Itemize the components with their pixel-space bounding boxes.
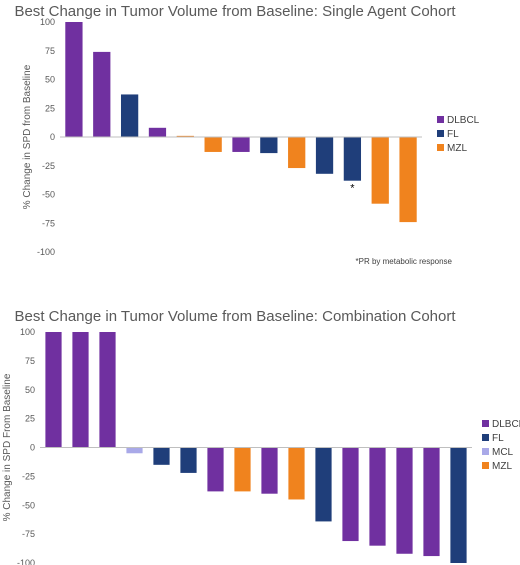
y-tick-label: 100 bbox=[20, 327, 35, 337]
bar bbox=[342, 447, 359, 542]
y-tick-label: 50 bbox=[25, 385, 35, 395]
bar bbox=[260, 137, 278, 154]
legend-swatch bbox=[437, 144, 444, 151]
y-tick-label: -25 bbox=[42, 161, 55, 171]
bar bbox=[72, 332, 89, 448]
legend-swatch bbox=[437, 130, 444, 137]
bar bbox=[153, 447, 170, 465]
bar bbox=[396, 447, 413, 554]
bar bbox=[315, 137, 334, 174]
bar bbox=[234, 447, 251, 492]
chart-title: Best Change in Tumor Volume from Baselin… bbox=[14, 3, 456, 20]
bar bbox=[207, 447, 224, 492]
y-tick-label: 0 bbox=[30, 443, 35, 453]
legend-swatch bbox=[482, 448, 489, 455]
bar bbox=[45, 332, 62, 448]
legend-label: MZL bbox=[492, 461, 512, 472]
bar bbox=[99, 332, 116, 448]
y-tick-label: 75 bbox=[25, 356, 35, 366]
bar bbox=[232, 137, 250, 152]
y-axis-label: % Change in SPD From Baseline bbox=[2, 373, 13, 521]
bar bbox=[120, 94, 139, 137]
bar bbox=[176, 135, 194, 137]
y-tick-label: -75 bbox=[42, 218, 55, 228]
y-tick-label: -50 bbox=[22, 500, 35, 510]
combination-chart: Best Change in Tumor Volume from Baselin… bbox=[0, 300, 520, 565]
bar bbox=[204, 137, 222, 152]
single-agent-plot: 100 75 50 25 0 -25 -50 -75 -100 % Change in SPD f… bbox=[22, 17, 480, 266]
bar bbox=[343, 137, 362, 181]
bar bbox=[126, 447, 143, 454]
legend-label: FL bbox=[492, 433, 504, 444]
bar bbox=[93, 51, 111, 137]
y-tick-label: 25 bbox=[45, 103, 55, 113]
y-tick-label: 75 bbox=[45, 46, 55, 56]
bar bbox=[423, 447, 440, 557]
single-agent-chart: Best Change in Tumor Volume from Baselin… bbox=[0, 0, 520, 275]
legend-swatch bbox=[482, 420, 489, 427]
y-tick-label: 100 bbox=[40, 17, 55, 27]
y-tick-label: 25 bbox=[25, 414, 35, 424]
y-tick-label: -100 bbox=[17, 558, 35, 565]
legend-label: DLBCL bbox=[447, 115, 480, 126]
legend-swatch bbox=[482, 434, 489, 441]
bar bbox=[369, 447, 386, 546]
y-tick-label: -100 bbox=[37, 247, 55, 257]
footnote: *PR by metabolic response bbox=[356, 257, 453, 266]
combination-plot: 100 75 50 25 0 -25 -50 -75 -100 % Change in SPD F… bbox=[2, 327, 520, 565]
bar bbox=[315, 447, 332, 522]
legend-swatch bbox=[482, 462, 489, 469]
bar bbox=[180, 447, 197, 473]
bar bbox=[371, 137, 389, 204]
y-tick-label: 0 bbox=[50, 132, 55, 142]
bar-marker: * bbox=[350, 183, 355, 195]
bar bbox=[288, 447, 305, 500]
y-tick-label: -75 bbox=[22, 529, 35, 539]
legend-label: FL bbox=[447, 129, 459, 140]
bar bbox=[148, 127, 167, 137]
bar bbox=[399, 137, 417, 223]
y-tick-label: -50 bbox=[42, 190, 55, 200]
bar bbox=[288, 137, 306, 169]
legend-label: DLBCL bbox=[492, 419, 520, 430]
chart-title: Best Change in Tumor Volume from Baselin… bbox=[14, 308, 456, 325]
y-axis-label: % Change in SPD from Baseline bbox=[22, 64, 33, 209]
y-tick-label: 50 bbox=[45, 75, 55, 85]
bar bbox=[261, 447, 278, 494]
y-tick-label: -25 bbox=[22, 471, 35, 481]
legend-swatch bbox=[437, 116, 444, 123]
bar bbox=[450, 447, 467, 563]
legend-label: MCL bbox=[492, 447, 514, 458]
bar bbox=[65, 22, 83, 137]
legend-label: MZL bbox=[447, 143, 467, 154]
